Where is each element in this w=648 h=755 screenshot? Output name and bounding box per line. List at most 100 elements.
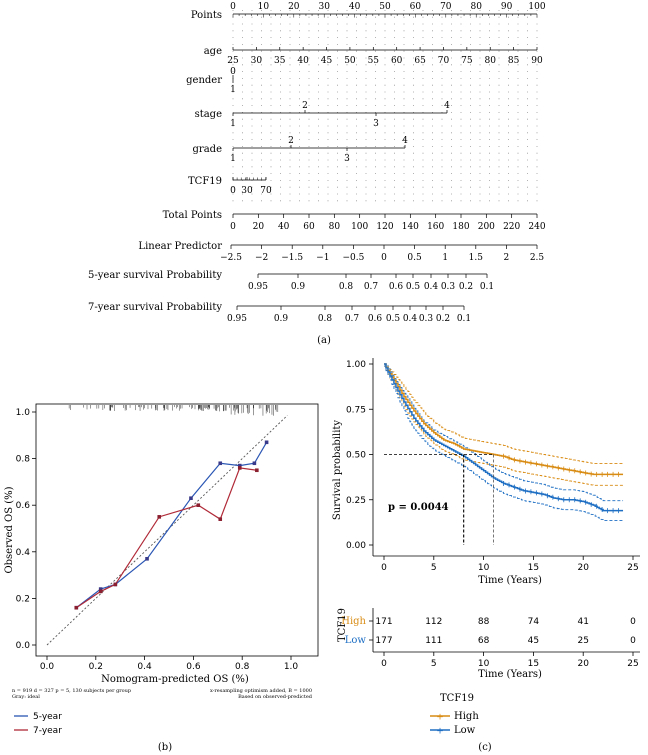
km-ci-upper-Low [384,363,624,502]
nomogram-tick-label: 50 [344,56,356,66]
calibration-point-7-year [74,605,79,610]
calibration-y-tick-label: 0.6 [16,501,31,511]
nomogram-tick-label: 0.2 [459,282,473,292]
risk-table-x-tick-label: 25 [627,659,638,669]
nomogram-tick-label: 30 [241,186,253,196]
km-x-tick-label: 15 [528,563,539,573]
calibration-point-7-year [157,515,162,519]
km-legend-label-low: Low [454,725,476,736]
calibration-y-tick-label: 0.2 [16,594,30,604]
nomogram-tick-label: 1 [230,85,236,95]
nomogram-tick-label: 70 [438,56,450,66]
nomogram-tick-label: 60 [391,56,403,66]
calibration-y-label: Observed OS (%) [4,486,15,573]
km-y-label: Survival probability [332,420,343,520]
nomogram-tick-label: 0.1 [457,314,471,324]
km-x-tick-label: 20 [577,563,589,573]
nomogram-tick-label: 75 [461,56,473,66]
nomogram-tick-label: −2.5 [220,253,242,263]
nomogram-row-label: Total Points [163,210,222,221]
risk-table-count: 0 [630,636,636,646]
nomogram-tick-label: 1.5 [469,253,484,263]
nomogram-tick-label: 0.95 [248,282,268,292]
risk-table-x-tick-label: 20 [577,659,589,669]
risk-table-group-High: High [341,616,366,627]
nomogram-tick-label: 45 [321,56,333,66]
risk-table-count: 112 [425,617,442,627]
km-legend: TCF19 + High + Low [430,693,479,737]
nomogram-tick-label: 1 [230,154,236,164]
nomogram-tick-label: 0.3 [419,314,434,324]
nomogram-tick-label: 0.3 [441,282,456,292]
nomogram-tick-label: 20 [253,222,265,232]
risk-table: 0 5 10 15 20 25 High 171 112 88 74 41 0 Low 177 111 68 45… [341,608,640,669]
nomogram-tick-label: 0.6 [368,314,383,324]
risk-table-count: 74 [528,617,540,627]
nomogram-tick-label: 20 [288,2,300,12]
nomogram-tick-label: 240 [528,222,545,232]
nomogram-tick-label: 90 [501,2,513,12]
risk-table-count: 68 [478,636,490,646]
calibration-x-tick-label: 0.0 [40,662,55,672]
calibration-point-7-year [98,589,103,594]
nomogram-tick-label: 0.7 [364,282,379,292]
calibration-panel: 0.0 0.2 0.4 0.6 0.8 1.0 0.0 0.2 0.4 0.6 0.8 1.0 Obs… [4,403,319,736]
calibration-point-7-year [255,468,259,473]
risk-table-count: 45 [528,636,539,646]
nomogram-tick-label: 40 [278,222,290,232]
nomogram-tick-label: 40 [349,2,361,12]
nomogram-tick-label: 0.8 [339,282,354,292]
nomogram-row-label: TCF19 [188,176,222,187]
nomogram-tick-label: 180 [452,222,469,232]
risk-table-count: 25 [577,636,588,646]
nomogram-tick-label: 80 [329,222,341,232]
calibration-series [74,440,269,610]
nomogram-tick-label: 160 [427,222,444,232]
nomogram-tick-label: 0.2 [436,314,450,324]
calibration-note-based: Based on observed-predicted [238,694,313,700]
risk-table-count: 0 [630,617,636,627]
risk-table-count: 88 [478,617,490,627]
calibration-line-7-year [75,467,257,609]
km-x-tick-label: 5 [431,563,437,573]
nomogram-tick-label: 0 [230,186,236,196]
km-legend-title: TCF19 [440,693,474,704]
calibration-point-5-year [189,496,193,501]
nomogram-tick-label: 10 [258,2,270,12]
km-legend-marker-low: + [436,727,444,737]
calibration-point-5-year [264,440,269,445]
nomogram-tick-label: 0.6 [389,282,404,292]
nomogram-tick-label: 100 [528,2,545,12]
nomogram-tick-label: 2 [288,136,294,146]
risk-table-x-tick-label: 0 [381,659,387,669]
nomogram-tick-label: 0.1 [480,282,494,292]
nomogram-tick-label: 0.9 [291,282,306,292]
km-ci-lower-Low [384,365,624,522]
km-legend-label-high: High [454,711,479,722]
calibration-x-label: Nomogram-predicted OS (%) [101,674,249,685]
risk-table-x-tick-label: 10 [478,659,490,669]
km-y-tick-label: 0.75 [346,405,366,415]
nomogram-tick-label: 55 [368,56,380,66]
legend-label-7-year: 7-year [33,726,62,736]
calibration-legend: 5-year 7-year [14,712,62,736]
km-ci-upper-High [384,363,624,464]
km-panel: 0.00 0.25 0.50 0.75 1.00 0 5 10 15 20 25 Survival … [332,358,640,737]
nomogram-tick-label: 4 [444,101,450,111]
nomogram-tick-label: 3 [344,154,350,164]
nomogram-tick-label: 0.9 [274,314,289,324]
calibration-x-tick-label: 0.4 [137,662,152,672]
calibration-x-tick-label: 0.8 [235,662,250,672]
nomogram-tick-label: 0 [230,2,236,12]
calibration-point-5-year [252,461,257,466]
km-x-label: Time (Years) [478,575,542,586]
km-y-tick-label: 0.00 [346,541,366,551]
nomogram-tick-label: −0.5 [342,253,364,263]
km-y-tick-label: 0.50 [346,451,366,461]
calibration-point-5-year [237,463,242,468]
nomogram-tick-label: 200 [478,222,495,232]
risk-table-group-Low: Low [345,635,367,646]
calibration-note-n: n = 919 d = 327 p = 5, 130 subjects per … [12,688,131,694]
nomogram-tick-label: 1 [442,253,448,263]
